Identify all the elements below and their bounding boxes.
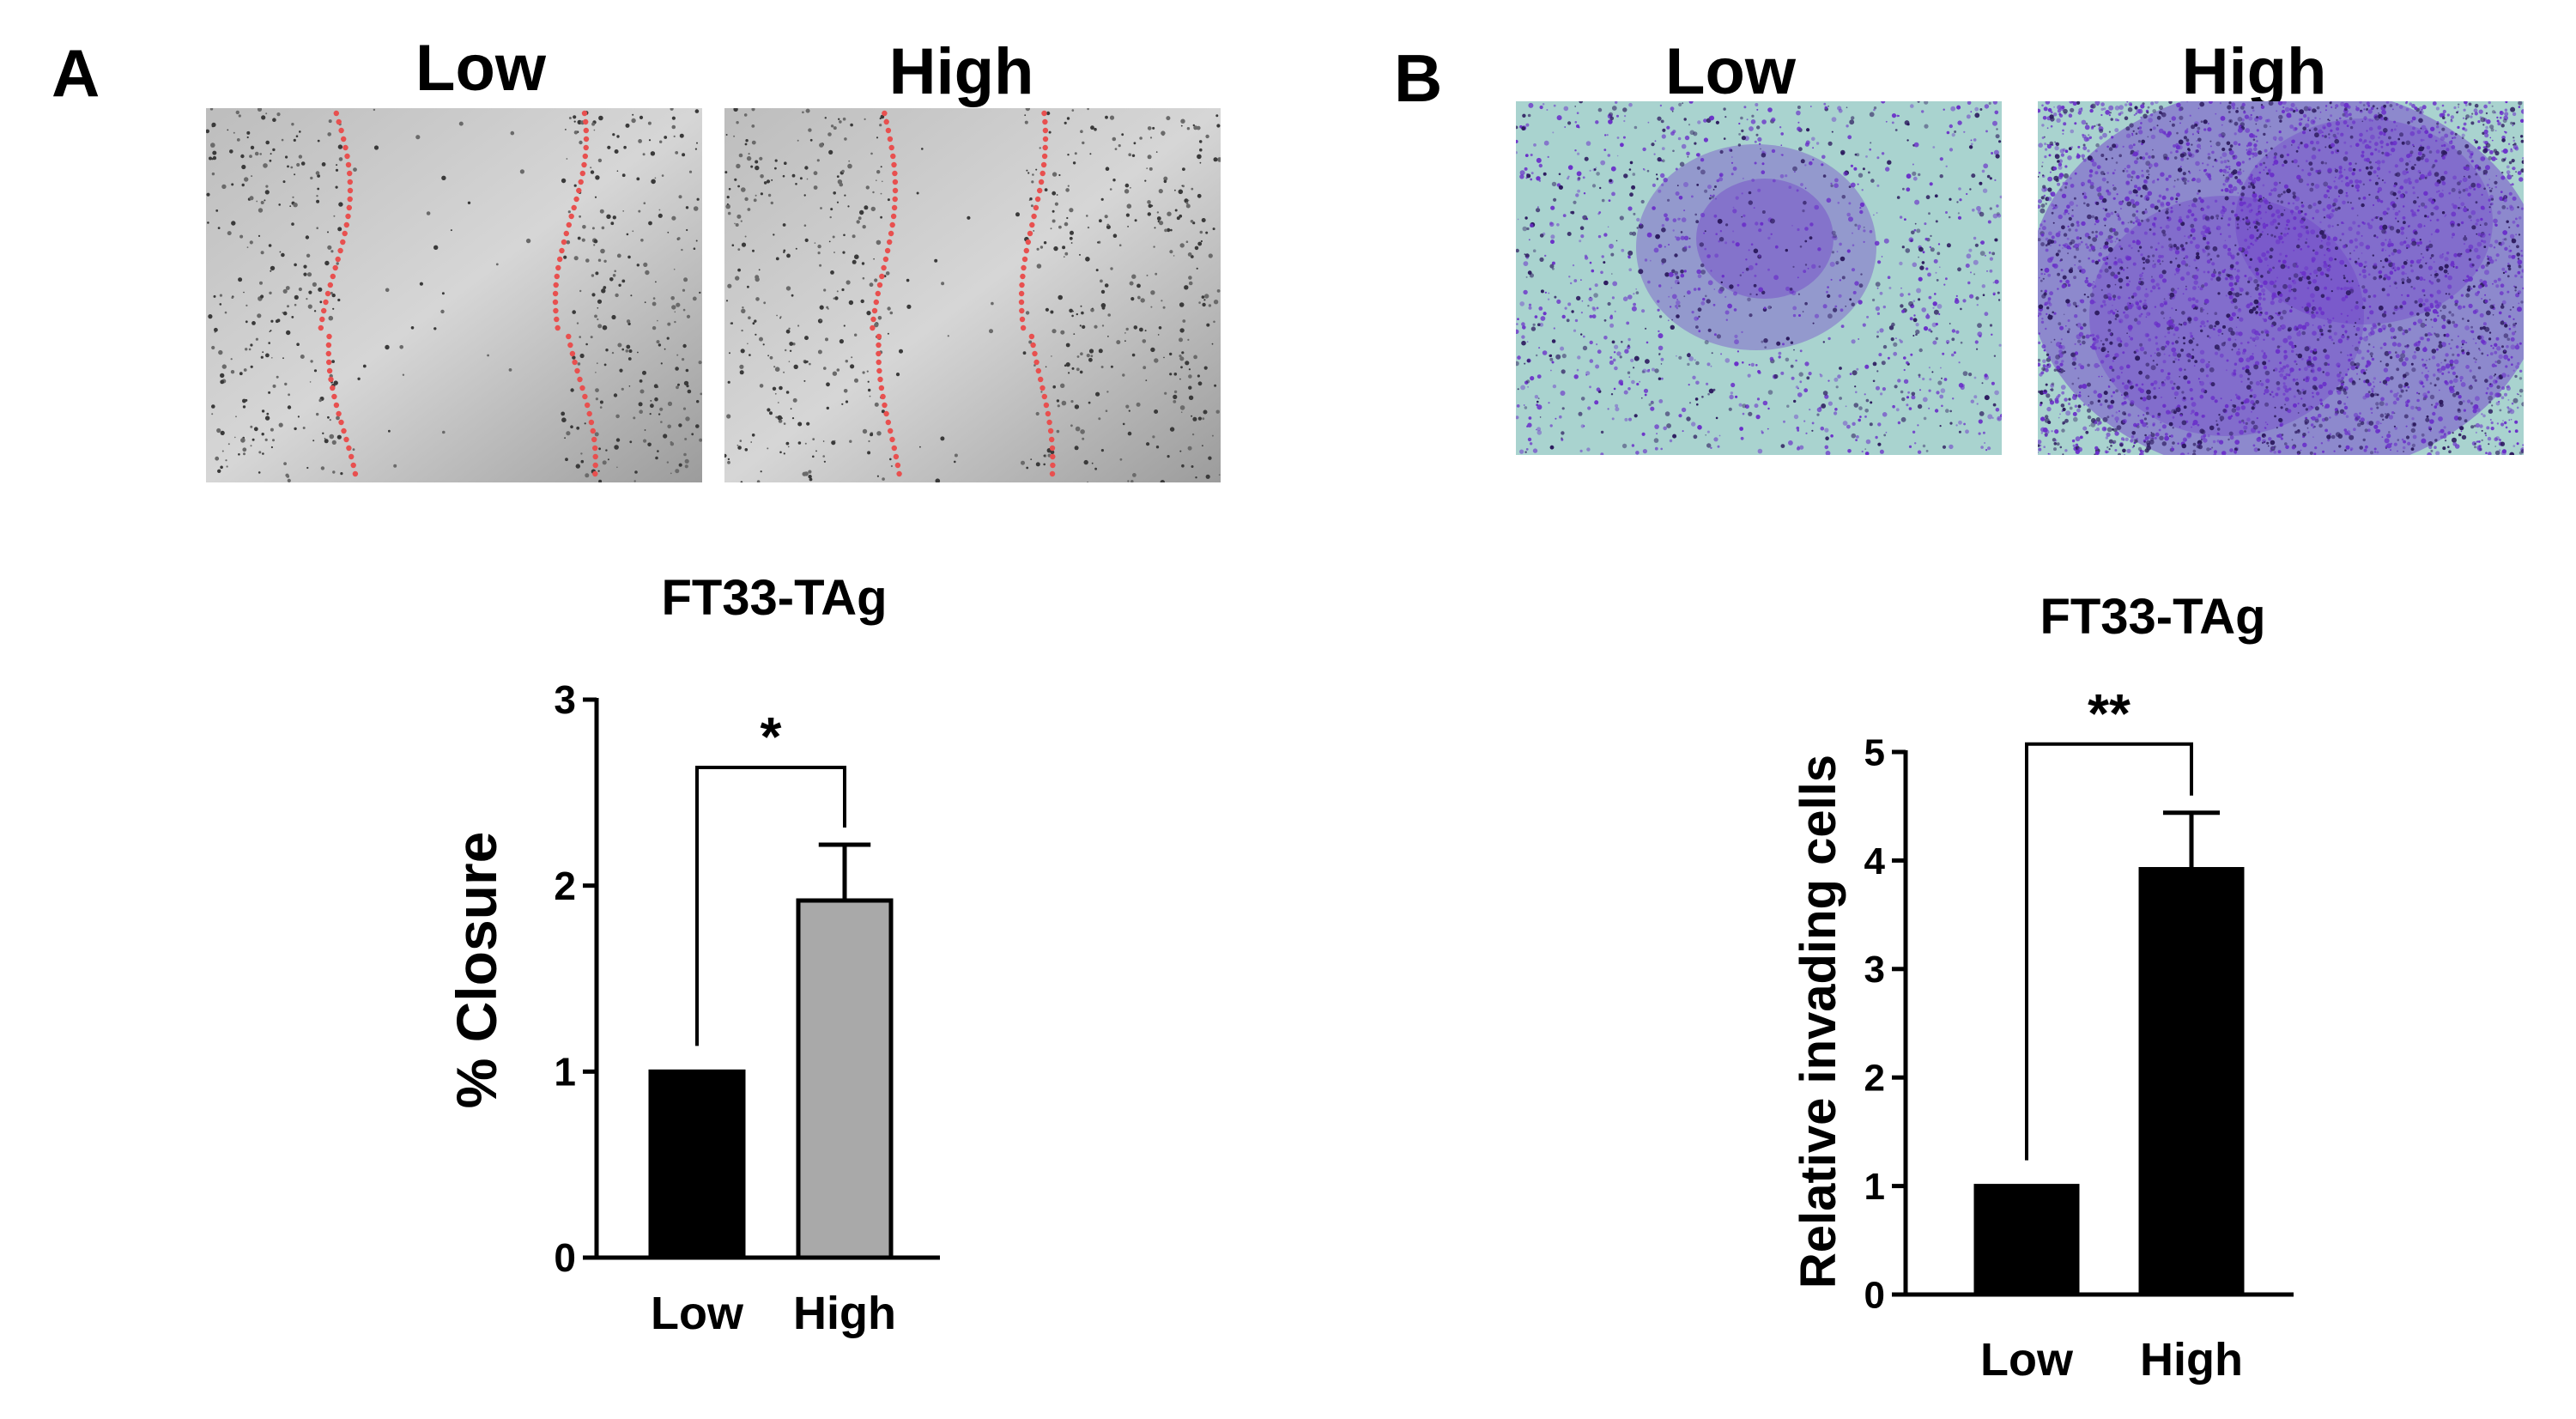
chart-title: FT33-TAg — [661, 570, 887, 626]
y-tick-label: 3 — [1864, 949, 1885, 991]
panel-b-low-image-label: Low — [1665, 35, 1796, 108]
significance-marker: * — [761, 706, 782, 767]
y-tick-label: 5 — [1864, 731, 1885, 773]
y-axis-label: Relative invading cells — [1791, 755, 1846, 1289]
panel-b-high-image-label: High — [2181, 35, 2327, 108]
bar-high — [2138, 867, 2245, 1297]
scratch-assay-high-image — [724, 108, 1221, 482]
y-tick-label: 1 — [554, 1049, 576, 1094]
y-tick-label: 3 — [554, 677, 576, 722]
x-tick-label: High — [793, 1288, 896, 1339]
significance-marker: ** — [2088, 682, 2131, 744]
panel-a-low-image-label: Low — [415, 32, 546, 105]
y-tick-label: 2 — [1864, 1058, 1885, 1100]
y-tick-label: 0 — [1864, 1274, 1885, 1316]
scratch-assay-low-image — [206, 108, 702, 482]
y-tick-label: 4 — [1864, 840, 1886, 882]
panel-a-high-image-label: High — [888, 35, 1034, 108]
panel-a-letter: A — [52, 35, 100, 111]
x-tick-label: Low — [1980, 1334, 2074, 1386]
closure-bar-chart: FT33-TAg 0 1 2 3 % Closure Low High * — [445, 570, 940, 1339]
x-tick-label: High — [2140, 1334, 2243, 1386]
y-tick-label: 1 — [1864, 1166, 1885, 1208]
bar-high — [796, 898, 894, 1260]
x-tick-label: Low — [651, 1288, 744, 1339]
y-tick-label: 0 — [554, 1235, 576, 1280]
significance-bracket — [695, 766, 846, 1046]
bar-low — [648, 1069, 746, 1260]
panel-b-letter: B — [1394, 40, 1443, 116]
y-axis-label: % Closure — [445, 832, 508, 1109]
y-tick-label: 2 — [554, 864, 576, 908]
invasion-assay-high-image — [2038, 101, 2524, 455]
bar-low — [1973, 1184, 2080, 1297]
chart-title: FT33-TAg — [2040, 589, 2265, 645]
significance-bracket — [2025, 742, 2193, 1161]
invasion-assay-low-image — [1516, 101, 2002, 455]
